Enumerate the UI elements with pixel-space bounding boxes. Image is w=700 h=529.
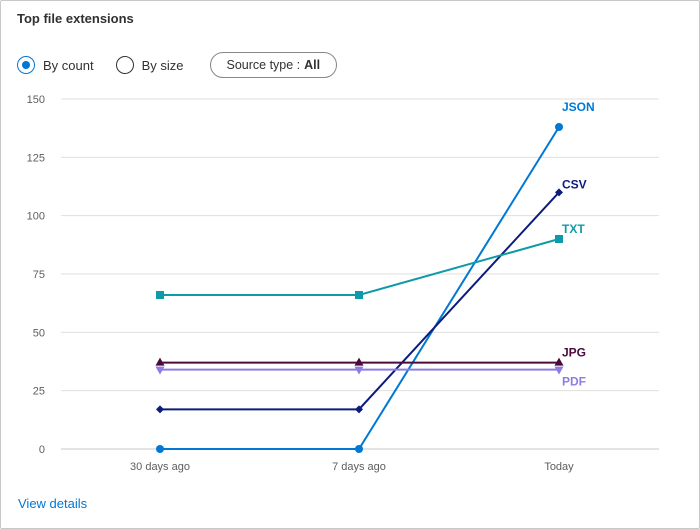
csv-point: [555, 188, 563, 197]
txt-point: [555, 235, 563, 243]
x-tick-label: 7 days ago: [332, 461, 386, 473]
json-point: [555, 123, 563, 131]
line-chart: 0 25 50 75 100 125 150 30 days ago 7 days ago Tod…: [27, 94, 659, 473]
y-tick-label: 25: [33, 386, 45, 398]
json-point: [355, 445, 363, 453]
json-series-label: JSON: [562, 100, 595, 114]
pdf-point: [155, 366, 165, 375]
y-tick-label: 75: [33, 269, 45, 281]
pdf-point: [554, 366, 564, 375]
view-details-link[interactable]: View details: [18, 496, 88, 511]
chart-controls: By count By size Source type : All: [17, 51, 338, 79]
source-type-label: Source type :: [226, 58, 301, 72]
x-tick-label: 30 days ago: [130, 461, 190, 473]
y-tick-label: 150: [27, 94, 45, 106]
radio-unchecked-icon[interactable]: [115, 56, 134, 74]
json-series-line: [160, 126, 560, 450]
radio-by-size-label: By size: [141, 57, 184, 73]
radio-by-size[interactable]: By size: [115, 56, 184, 74]
pdf-series-label: PDF: [562, 375, 586, 389]
txt-point: [156, 291, 164, 299]
radio-checked-icon[interactable]: [17, 56, 35, 74]
json-point: [156, 445, 164, 453]
y-tick-label: 125: [27, 152, 45, 164]
radio-by-count-label: By count: [43, 57, 94, 73]
txt-series-line: [160, 238, 560, 296]
card-title: Top file extensions: [17, 11, 134, 26]
y-tick-label: 100: [27, 211, 45, 223]
txt-point: [355, 291, 363, 299]
x-tick-label: Today: [544, 461, 574, 473]
csv-point: [355, 405, 363, 414]
jpg-point: [554, 357, 564, 366]
jpg-point: [155, 357, 165, 366]
csv-series-label: CSV: [562, 177, 587, 191]
radio-by-count[interactable]: By count: [17, 56, 94, 74]
csv-point: [156, 405, 164, 414]
txt-series-label: TXT: [562, 222, 585, 236]
jpg-point: [354, 357, 364, 366]
source-type-value: All: [304, 58, 321, 72]
source-type-filter-button[interactable]: Source type : All: [209, 52, 338, 78]
y-tick-label: 50: [33, 327, 45, 339]
jpg-series-label: JPG: [562, 346, 586, 360]
y-tick-label: 0: [39, 444, 45, 456]
pdf-point: [354, 366, 364, 375]
